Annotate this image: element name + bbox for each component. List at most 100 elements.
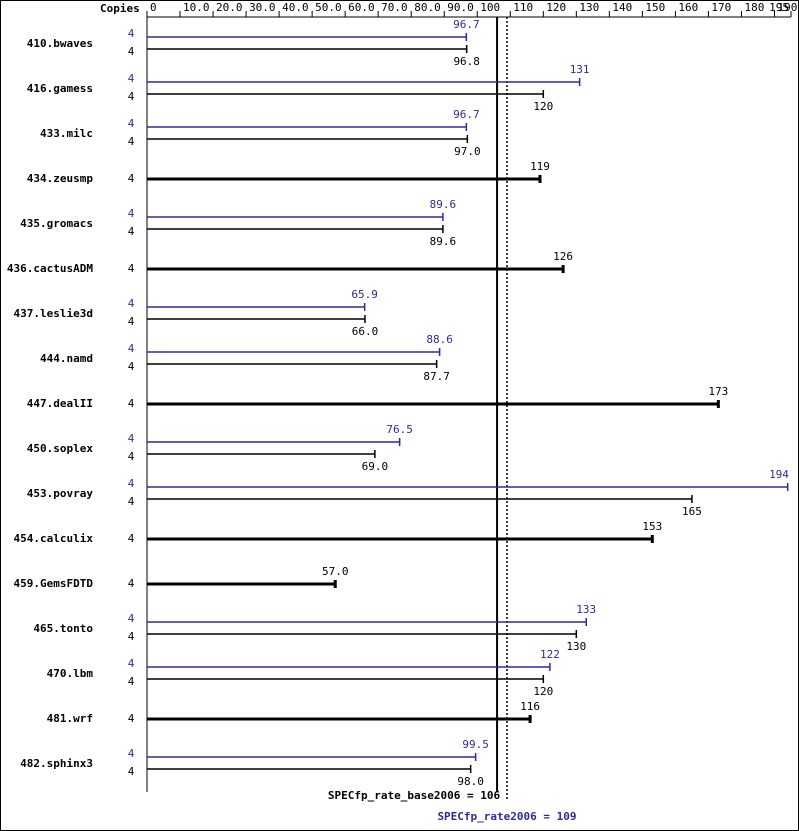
value-label: 133	[576, 603, 596, 616]
value-label: 116	[520, 700, 540, 713]
x-tick-label: 150	[645, 1, 665, 14]
x-tick-label: 10.0	[183, 1, 210, 14]
copies-label: 4	[128, 397, 135, 410]
bar	[147, 33, 468, 41]
value-label: 194	[769, 468, 789, 481]
value-label: 120	[533, 685, 553, 698]
benchmark-label: 435.gromacs	[20, 217, 93, 230]
value-label: 119	[530, 160, 550, 173]
bar	[147, 213, 444, 221]
bar	[147, 618, 587, 626]
value-label: 173	[708, 385, 728, 398]
x-tick-label: 170	[711, 1, 731, 14]
x-tick-label: 40.0	[282, 1, 309, 14]
bar	[147, 715, 532, 723]
x-tick-label: 90.0	[447, 1, 474, 14]
copies-label: 4	[128, 360, 135, 373]
value-label: 96.7	[453, 108, 480, 121]
value-label: 96.8	[453, 55, 480, 68]
bar	[147, 630, 578, 638]
copies-label: 4	[128, 172, 135, 185]
x-tick-label: 80.0	[414, 1, 441, 14]
copies-label: 4	[128, 27, 135, 40]
bar	[147, 303, 366, 311]
bar	[147, 45, 468, 53]
copies-label: 4	[128, 612, 135, 625]
benchmark-label: 482.sphinx3	[20, 757, 93, 770]
bar	[147, 675, 545, 683]
bar	[147, 438, 401, 446]
value-label: 66.0	[352, 325, 379, 338]
bar	[147, 123, 468, 131]
value-label: 130	[566, 640, 586, 653]
benchmark-label: 436.cactusADM	[7, 262, 93, 275]
bar	[147, 400, 720, 408]
benchmark-label: 459.GemsFDTD	[14, 577, 94, 590]
benchmark-label: 453.povray	[27, 487, 94, 500]
value-label: 69.0	[362, 460, 389, 473]
benchmark-label: 465.tonto	[33, 622, 93, 635]
value-label: 153	[642, 520, 662, 533]
copies-label: 4	[128, 45, 135, 58]
bar	[147, 360, 438, 368]
value-label: 97.0	[454, 145, 481, 158]
bar	[147, 580, 337, 588]
benchmark-label: 447.dealII	[27, 397, 93, 410]
bar	[147, 450, 376, 458]
bar	[147, 348, 441, 356]
x-tick-label: 70.0	[381, 1, 408, 14]
copies-label: 4	[128, 432, 135, 445]
benchmark-label: 433.milc	[40, 127, 93, 140]
copies-label: 4	[128, 657, 135, 670]
value-label: 57.0	[322, 565, 349, 578]
bar	[147, 765, 472, 773]
copies-label: 4	[128, 135, 135, 148]
value-label: 89.6	[430, 198, 457, 211]
x-tick-label: 60.0	[348, 1, 375, 14]
copies-label: 4	[128, 747, 135, 760]
reference-label: SPECfp_rate_base2006 = 106	[328, 789, 501, 802]
benchmark-label: 470.lbm	[47, 667, 94, 680]
benchmark-label: 481.wrf	[47, 712, 93, 725]
bar	[147, 78, 581, 86]
reference-label: SPECfp_rate2006 = 109	[437, 810, 576, 823]
x-tick-label: 190	[777, 1, 797, 14]
bar	[147, 175, 542, 183]
value-label: 96.7	[453, 18, 480, 31]
value-label: 65.9	[351, 288, 378, 301]
x-tick-label: 195	[769, 1, 789, 14]
x-tick-label: 110	[513, 1, 533, 14]
value-label: 126	[553, 250, 573, 263]
copies-label: 4	[128, 532, 135, 545]
copies-label: 4	[128, 765, 135, 778]
copies-label: 4	[128, 675, 135, 688]
x-tick-label: 180	[744, 1, 764, 14]
value-label: 122	[540, 648, 560, 661]
benchmark-label: 434.zeusmp	[27, 172, 94, 185]
bar	[147, 753, 477, 761]
value-label: 87.7	[423, 370, 450, 383]
benchmark-label: 410.bwaves	[27, 37, 93, 50]
x-tick-label: 130	[579, 1, 599, 14]
benchmark-label: 444.namd	[40, 352, 93, 365]
copies-label: 4	[128, 495, 135, 508]
copies-label: 4	[128, 72, 135, 85]
x-tick-label: 20.0	[216, 1, 243, 14]
copies-label: 4	[128, 315, 135, 328]
x-tick-label: 160	[678, 1, 698, 14]
x-tick-label: 50.0	[315, 1, 342, 14]
copies-label: 4	[128, 342, 135, 355]
value-label: 76.5	[386, 423, 413, 436]
copies-label: 4	[128, 225, 135, 238]
copies-label: 4	[128, 577, 135, 590]
benchmark-label: 416.gamess	[27, 82, 93, 95]
bar	[147, 663, 551, 671]
bar	[147, 90, 545, 98]
copies-label: 4	[128, 117, 135, 130]
x-tick-label: 30.0	[249, 1, 275, 14]
copies-label: 4	[128, 630, 135, 643]
value-label: 120	[533, 100, 553, 113]
x-tick-label: 140	[612, 1, 632, 14]
bar	[147, 535, 654, 543]
